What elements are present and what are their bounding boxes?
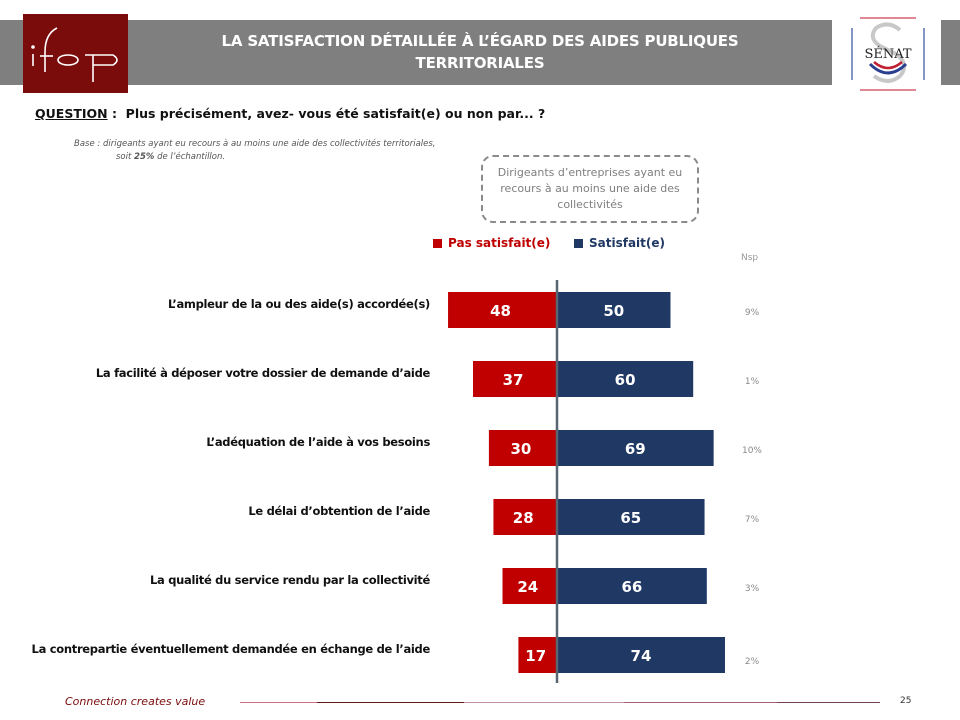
legend-label-not-satisfied: Pas satisfait(e) [448,236,551,250]
bar-not-satisfied [502,568,557,604]
footer-divider [240,702,880,703]
bar-satisfied [557,292,671,328]
base-note: Base : dirigeants ayant eu recours à au … [74,138,436,164]
bar-not-satisfied [473,361,557,397]
footer-tagline: Connection creates value [65,695,206,708]
category-label: La facilité à déposer votre dossier de d… [96,366,431,380]
bar-not-satisfied [488,430,557,466]
svg-text:SÉNAT: SÉNAT [864,46,911,62]
question-separator: : [107,106,126,121]
category-label: L’ampleur de la ou des aide(s) accordée(… [168,297,430,311]
base-note-percent: 25% [134,152,155,162]
bar-satisfied-label: 74 [631,647,652,665]
base-note-line1: Base : dirigeants ayant eu recours à au … [74,139,436,149]
bar-satisfied [557,499,705,535]
page-title-line1: LA SATISFACTION DÉTAILLÉE À L’ÉGARD DES … [221,32,739,50]
senat-logo: SÉNAT [850,16,926,92]
legend-swatch-blue [574,238,583,248]
bar-satisfied-label: 50 [603,302,624,320]
bar-satisfied-label: 65 [620,509,641,527]
legend-item-not-satisfied: Pas satisfait(e) [433,236,550,250]
legend-item-satisfied: Satisfait(e) [574,236,665,250]
question-text: Plus précisément, avez- vous été satisfa… [125,106,546,121]
bar-not-satisfied-label: 17 [525,647,546,665]
base-note-suffix: de l’échantillon. [154,152,226,162]
bar-satisfied [557,568,707,604]
category-label: L’adéquation de l’aide à vos besoins [206,435,430,449]
nsp-value: 1% [745,377,760,387]
bar-satisfied-label: 60 [615,371,636,389]
nsp-value: 3% [745,584,760,594]
header-band-right [941,20,960,85]
legend-label-satisfied: Satisfait(e) [589,236,666,250]
question-label: QUESTION [35,106,108,121]
category-label: La contrepartie éventuellement demandée … [32,642,431,656]
bar-satisfied [557,430,714,466]
bar-satisfied-label: 69 [625,440,646,458]
bar-not-satisfied [518,637,557,673]
bar-not-satisfied-label: 30 [511,440,532,458]
page-title-line2: TERRITORIALES [415,54,545,72]
ifop-logo [23,14,128,93]
nsp-value: 10% [742,446,762,456]
nsp-value: 9% [745,308,760,318]
bar-not-satisfied [493,499,557,535]
legend-swatch-red [433,238,442,248]
base-note-prefix: soit [116,152,135,162]
bar-not-satisfied-label: 48 [490,302,511,320]
header-band [0,20,832,85]
category-label: La qualité du service rendu par la colle… [150,573,430,587]
bar-not-satisfied-label: 28 [513,509,534,527]
bar-not-satisfied-label: 37 [503,371,524,389]
category-label: Le délai d’obtention de l’aide [248,504,430,518]
bar-not-satisfied [448,292,557,328]
question: QUESTION : Plus précisément, avez- vous … [35,106,545,121]
base-note-line2: soit 25% de l’échantillon. [74,151,436,164]
bar-satisfied-label: 66 [621,578,642,596]
page-title: LA SATISFACTION DÉTAILLÉE À L’ÉGARD DES … [140,30,820,74]
nsp-value: 2% [745,657,760,667]
page-number: 25 [900,696,912,706]
bar-not-satisfied-label: 24 [517,578,538,596]
bar-satisfied [557,637,725,673]
group-box: Dirigeants d’entreprises ayant eu recour… [481,155,699,223]
nsp-value: 7% [745,515,760,525]
bar-satisfied [557,361,694,397]
nsp-header: Nsp [741,253,759,263]
